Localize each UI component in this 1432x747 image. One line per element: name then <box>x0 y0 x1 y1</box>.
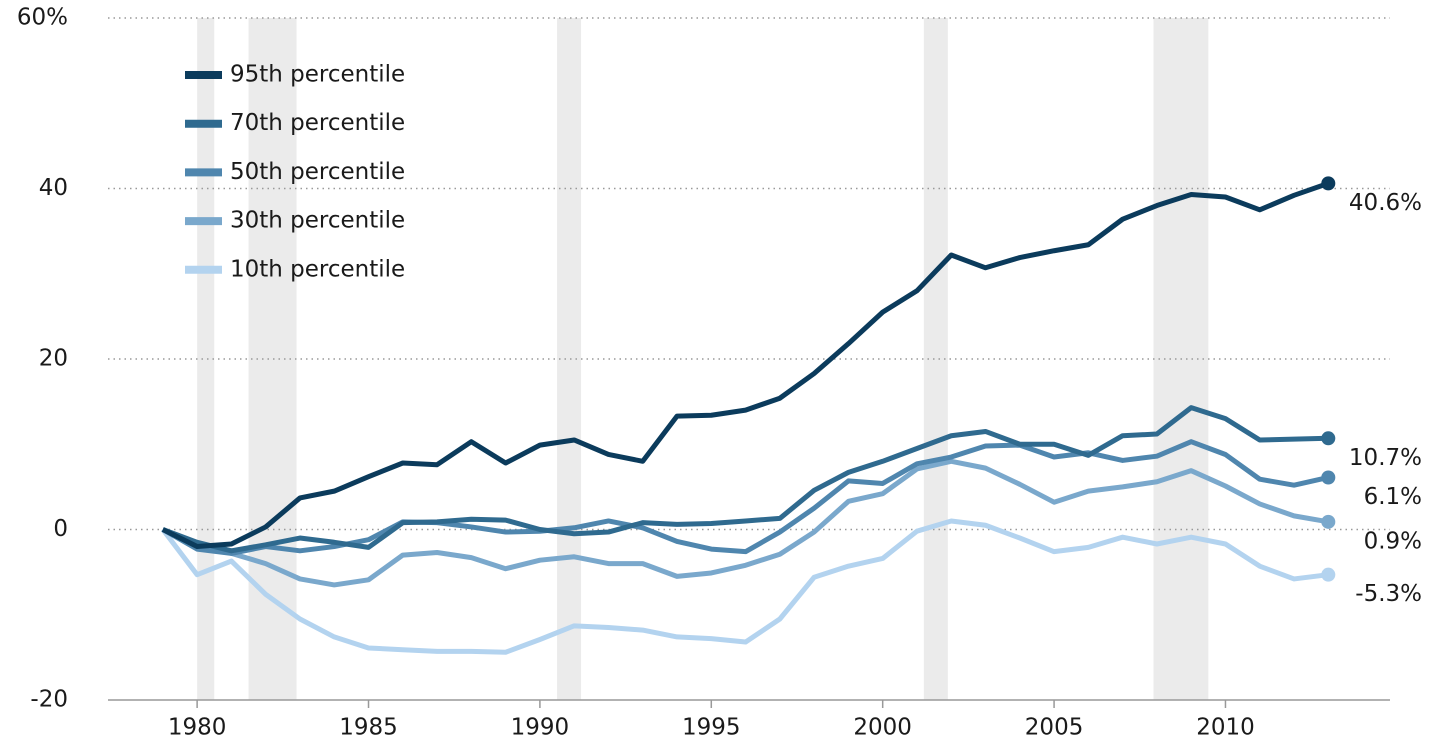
y-tick-label: -20 <box>30 687 68 713</box>
end-dot <box>1321 431 1336 446</box>
end-label: -5.3% <box>1355 581 1422 607</box>
end-label: 40.6% <box>1349 190 1422 216</box>
legend-label: 30th percentile <box>230 208 405 234</box>
legend-label: 70th percentile <box>230 110 405 136</box>
end-label: 10.7% <box>1349 445 1422 471</box>
legend-label: 10th percentile <box>230 256 405 282</box>
x-tick-label: 1980 <box>168 715 227 741</box>
x-tick-label: 1995 <box>682 715 741 741</box>
x-tick-label: 1990 <box>511 715 570 741</box>
series-line <box>161 439 1329 556</box>
series-line <box>160 518 1329 655</box>
y-tick-label: 0 <box>53 516 68 542</box>
end-dot <box>1321 567 1336 582</box>
x-tick-label: 2010 <box>1196 715 1255 741</box>
legend-label: 50th percentile <box>230 159 405 185</box>
series-line <box>161 181 1330 550</box>
series-line <box>161 405 1329 554</box>
legend-label: 95th percentile <box>230 62 405 88</box>
end-label: 6.1% <box>1364 484 1422 510</box>
x-tick-label: 2000 <box>853 715 912 741</box>
recession-shade <box>197 18 215 700</box>
x-tick-label: 1985 <box>339 715 398 741</box>
end-dot <box>1321 470 1336 485</box>
end-label: 0.9% <box>1364 528 1422 554</box>
y-tick-label: 60% <box>17 5 68 31</box>
series-line <box>161 458 1329 588</box>
end-dot <box>1321 176 1336 191</box>
y-tick-label: 20 <box>39 346 68 372</box>
y-tick-label: 40 <box>39 175 68 201</box>
end-dot <box>1321 514 1336 529</box>
recession-shade <box>557 18 582 700</box>
x-tick-label: 2005 <box>1025 715 1084 741</box>
